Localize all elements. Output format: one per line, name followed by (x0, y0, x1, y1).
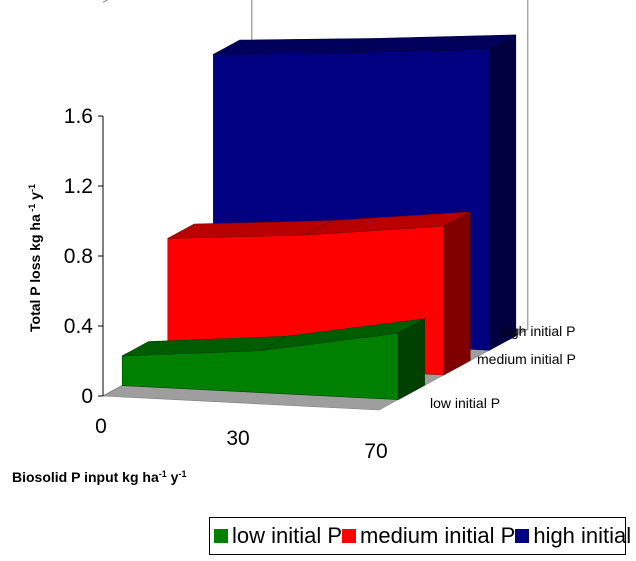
y-tick-label: 0 (81, 385, 93, 408)
series-medium-initial-P (167, 211, 471, 376)
series-side-face (397, 318, 425, 401)
chart-canvas: 0 0.4 0.8 1.2 1.6 0 30 70 low initial P medium … (12, 0, 576, 485)
legend-item-high: high initial P (515, 523, 636, 549)
legend-label-medium: medium initial P (360, 523, 516, 548)
series-side-face (443, 211, 471, 376)
y-tick-labels: 0 0.4 0.8 1.2 1.6 (64, 105, 103, 408)
depth-tick-label: low initial P (430, 395, 500, 411)
y-tick-label: 1.2 (64, 175, 93, 198)
depth-tick-label: high initial P (500, 323, 576, 339)
x-tick-label: 0 (95, 415, 107, 438)
y-axis-title: Total P loss kg ha -1 y-1 (27, 184, 43, 332)
back-wall-edge (102, 0, 529, 330)
x-tick-label: 70 (364, 440, 387, 463)
legend-swatch-high (515, 529, 530, 543)
y-tick-label: 0.4 (64, 315, 94, 338)
legend-swatch-medium (342, 529, 357, 543)
depth-tick-labels: low initial P medium initial P high initia… (430, 323, 576, 411)
legend-label-low: low initial P (232, 523, 343, 548)
series-layer (121, 34, 517, 401)
series-low-initial-P (121, 318, 425, 401)
x-tick-labels: 0 30 70 (95, 415, 388, 463)
legend-item-medium: medium initial P (342, 523, 515, 549)
legend: low initial P medium initial P high init… (209, 517, 636, 555)
legend-swatch-low (214, 529, 228, 543)
legend-label-high: high initial P (533, 523, 636, 548)
y-tick-label: 1.6 (64, 105, 93, 128)
depth-tick-label: medium initial P (477, 351, 576, 367)
y-tick-label: 0.8 (64, 245, 93, 268)
legend-item-low: low initial P (214, 523, 342, 549)
x-tick-label: 30 (226, 427, 249, 450)
x-axis-title: Biosolid P input kg ha-1 y-1 (12, 469, 186, 485)
series-side-face (489, 34, 517, 351)
